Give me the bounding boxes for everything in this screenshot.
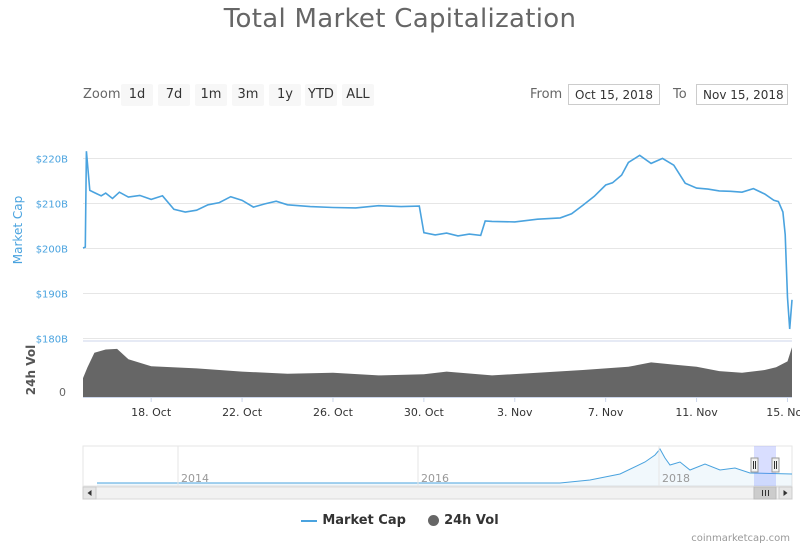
market-cap-line: [82, 151, 793, 330]
x-tick-label: 30. Oct: [404, 406, 445, 419]
navigator[interactable]: 2014 2016 2018: [82, 445, 793, 487]
chart-title: Total Market Capitalization: [223, 4, 577, 34]
scrollbar-left-button[interactable]: [82, 486, 97, 500]
navigator-series-line: [97, 448, 793, 484]
zoom-ytd-button[interactable]: YTD: [305, 84, 337, 106]
navigator-left-handle[interactable]: [750, 457, 759, 473]
zoom-1d-button[interactable]: 1d: [121, 84, 153, 106]
range-to-input[interactable]: [696, 84, 788, 105]
y-axis-label: Market Cap: [11, 196, 25, 264]
navigator-series-area: [97, 449, 792, 486]
volume-axis-label: 24h Vol: [24, 345, 38, 395]
grid-lines: [83, 158, 792, 339]
x-tick-label: 22. Oct: [222, 406, 263, 419]
y-tick-label: $200B: [36, 245, 68, 256]
x-axis-ticks: 18. Oct 22. Oct 26. Oct 30. Oct 3. Nov 7. Nov…: [131, 397, 800, 419]
navigator-right-handle[interactable]: [771, 457, 780, 473]
volume-area: [83, 347, 792, 397]
scrollbar-thumb[interactable]: [753, 486, 777, 500]
x-tick-label: 3. Nov: [497, 406, 533, 419]
y-tick-label: $190B: [36, 290, 68, 301]
navigator-tick-label: 2014: [181, 472, 209, 485]
chevron-right-icon: [783, 490, 788, 496]
range-from-input[interactable]: [568, 84, 660, 105]
range-to-label: To: [673, 87, 687, 102]
x-tick-label: 26. Oct: [313, 406, 354, 419]
range-from-label: From: [530, 87, 563, 102]
navigator-scrollbar[interactable]: [82, 486, 793, 500]
y-tick-label: $220B: [36, 155, 68, 166]
y-tick-label: $210B: [36, 200, 68, 211]
zoom-1y-button[interactable]: 1y: [269, 84, 301, 106]
zoom-3m-button[interactable]: 3m: [232, 84, 264, 106]
zoom-label: Zoom: [83, 87, 121, 102]
volume-tick-label: 0: [59, 386, 66, 399]
navigator-tick-label: 2016: [421, 472, 449, 485]
navigator-selected-range[interactable]: [754, 446, 776, 486]
legend-item-market-cap[interactable]: Market Cap: [301, 513, 406, 528]
chevron-left-icon: [87, 490, 92, 496]
x-tick-label: 18. Oct: [131, 406, 172, 419]
scrollbar-right-button[interactable]: [778, 486, 793, 500]
credit-link[interactable]: coinmarketcap.com: [691, 533, 790, 544]
x-tick-label: 7. Nov: [588, 406, 624, 419]
zoom-1m-button[interactable]: 1m: [195, 84, 227, 106]
zoom-7d-button[interactable]: 7d: [158, 84, 190, 106]
navigator-background: [82, 445, 793, 487]
zoom-all-button[interactable]: ALL: [342, 84, 374, 106]
circle-marker-icon: [428, 515, 440, 526]
y-axis-ticks: $220B $210B $200B $190B $180B: [36, 155, 68, 346]
scrollbar-track[interactable]: [82, 486, 793, 500]
legend-label-volume: 24h Vol: [444, 513, 499, 528]
legend-item-volume[interactable]: 24h Vol: [428, 513, 499, 528]
legend-label-market-cap: Market Cap: [322, 513, 406, 528]
y-tick-label: $180B: [36, 335, 68, 346]
navigator-tick-label: 2018: [662, 472, 690, 485]
x-tick-label: 15. Nov: [766, 406, 800, 419]
chart-legend: Market Cap 24h Vol: [0, 513, 800, 528]
line-marker-icon: [301, 519, 318, 522]
x-tick-label: 11. Nov: [675, 406, 718, 419]
